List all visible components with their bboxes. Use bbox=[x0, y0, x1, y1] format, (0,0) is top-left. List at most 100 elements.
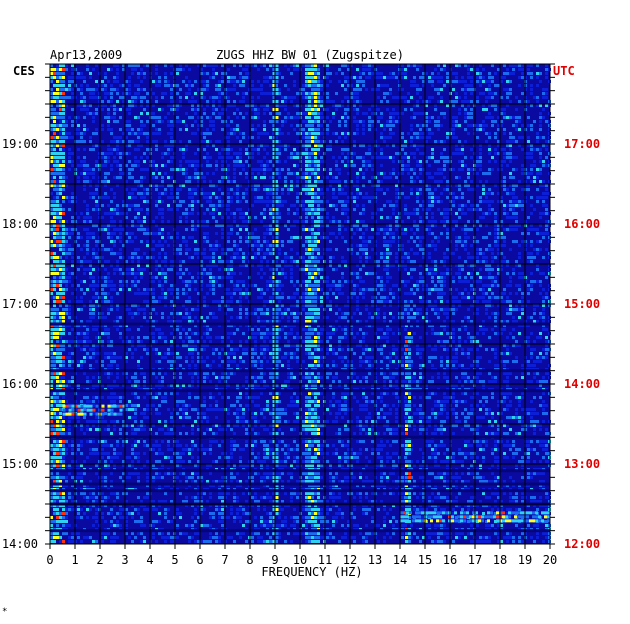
heatmap-cell bbox=[50, 104, 53, 107]
heatmap-cell bbox=[440, 220, 443, 223]
heatmap-cell bbox=[431, 192, 434, 195]
heatmap-cell bbox=[68, 252, 71, 255]
heatmap-cell bbox=[251, 64, 254, 67]
heatmap-cell bbox=[302, 64, 305, 67]
heatmap-cell bbox=[188, 256, 191, 259]
heatmap-cell bbox=[212, 64, 215, 67]
heatmap-cell bbox=[65, 136, 68, 139]
heatmap-cell bbox=[515, 204, 518, 207]
heatmap-cell bbox=[92, 196, 95, 199]
heatmap-cell bbox=[293, 260, 296, 263]
heatmap-cell bbox=[152, 320, 155, 323]
heatmap-cell bbox=[293, 68, 296, 71]
heatmap-cell bbox=[539, 184, 542, 187]
heatmap-cell bbox=[290, 116, 293, 119]
heatmap-cell bbox=[257, 328, 260, 331]
heatmap-cell bbox=[158, 172, 161, 175]
heatmap-cell bbox=[68, 116, 71, 119]
heatmap-cell bbox=[476, 172, 479, 175]
heatmap-cell bbox=[482, 260, 485, 263]
heatmap-cell bbox=[119, 256, 122, 259]
heatmap-cell bbox=[182, 68, 185, 71]
heatmap-cell bbox=[170, 268, 173, 271]
heatmap-cell bbox=[227, 176, 230, 179]
heatmap-cell bbox=[371, 164, 374, 167]
heatmap-cell bbox=[476, 260, 479, 263]
heatmap-cell bbox=[380, 208, 383, 211]
heatmap-cell bbox=[182, 304, 185, 307]
heatmap-cell bbox=[194, 280, 197, 283]
heatmap-cell bbox=[203, 176, 206, 179]
heatmap-cell bbox=[146, 92, 149, 95]
heatmap-cell bbox=[302, 244, 305, 247]
heatmap-cell bbox=[407, 132, 410, 135]
heatmap-cell bbox=[395, 188, 398, 191]
heatmap-cell bbox=[335, 328, 338, 331]
heatmap-cell bbox=[389, 244, 392, 247]
heatmap-cell bbox=[482, 276, 485, 279]
heatmap-cell bbox=[113, 228, 116, 231]
heatmap-cell bbox=[86, 176, 89, 179]
heatmap-cell bbox=[155, 244, 158, 247]
heatmap-cell bbox=[278, 168, 281, 171]
heatmap-cell bbox=[113, 268, 116, 271]
heatmap-cell bbox=[539, 148, 542, 151]
heatmap-cell bbox=[278, 248, 281, 251]
heatmap-cell bbox=[446, 216, 449, 219]
heatmap-cell bbox=[476, 308, 479, 311]
heatmap-cell bbox=[461, 228, 464, 231]
heatmap-cell bbox=[434, 260, 437, 263]
heatmap-cell bbox=[80, 84, 83, 87]
heatmap-cell bbox=[209, 120, 212, 123]
heatmap-cell bbox=[311, 240, 314, 243]
heatmap-cell bbox=[83, 100, 86, 103]
heatmap-cell bbox=[200, 68, 203, 71]
heatmap-cell bbox=[71, 72, 74, 75]
heatmap-cell bbox=[521, 308, 524, 311]
heatmap-cell bbox=[263, 120, 266, 123]
heatmap-cell bbox=[209, 272, 212, 275]
heatmap-cell bbox=[488, 300, 491, 303]
heatmap-cell bbox=[365, 288, 368, 291]
heatmap-cell bbox=[476, 296, 479, 299]
heatmap-cell bbox=[542, 180, 545, 183]
heatmap-cell bbox=[89, 196, 92, 199]
heatmap-cell bbox=[392, 204, 395, 207]
heatmap-cell bbox=[191, 164, 194, 167]
heatmap-cell bbox=[119, 268, 122, 271]
heatmap-cell bbox=[266, 76, 269, 79]
heatmap-cell bbox=[326, 236, 329, 239]
heatmap-cell bbox=[425, 264, 428, 267]
heatmap-cell bbox=[488, 204, 491, 207]
heatmap-cell bbox=[302, 136, 305, 139]
heatmap-cell bbox=[230, 292, 233, 295]
heatmap-cell bbox=[89, 316, 92, 319]
heatmap-cell bbox=[344, 80, 347, 83]
heatmap-cell bbox=[191, 108, 194, 111]
chart-title: ZUGS HHZ BW 01 (Zugspitze) bbox=[216, 48, 404, 62]
heatmap-cell bbox=[431, 268, 434, 271]
heatmap-cell bbox=[485, 196, 488, 199]
heatmap-cell bbox=[71, 160, 74, 163]
heatmap-cell bbox=[191, 236, 194, 239]
heatmap-cell bbox=[443, 168, 446, 171]
heatmap-cell bbox=[476, 100, 479, 103]
heatmap-cell bbox=[215, 140, 218, 143]
heatmap-cell bbox=[539, 160, 542, 163]
heatmap-cell bbox=[89, 140, 92, 143]
heatmap-cell bbox=[236, 252, 239, 255]
heatmap-cell bbox=[107, 212, 110, 215]
heatmap-cell bbox=[383, 204, 386, 207]
heatmap-cell bbox=[281, 192, 284, 195]
heatmap-cell bbox=[158, 116, 161, 119]
heatmap-cell bbox=[266, 68, 269, 71]
heatmap-cell bbox=[518, 100, 521, 103]
heatmap-cell bbox=[452, 116, 455, 119]
heatmap-cell bbox=[437, 240, 440, 243]
heatmap-cell bbox=[452, 308, 455, 311]
heatmap-cell bbox=[416, 188, 419, 191]
heatmap-cell bbox=[281, 272, 284, 275]
heatmap-cell bbox=[293, 156, 296, 159]
heatmap-cell bbox=[68, 168, 71, 171]
heatmap-cell bbox=[236, 128, 239, 131]
